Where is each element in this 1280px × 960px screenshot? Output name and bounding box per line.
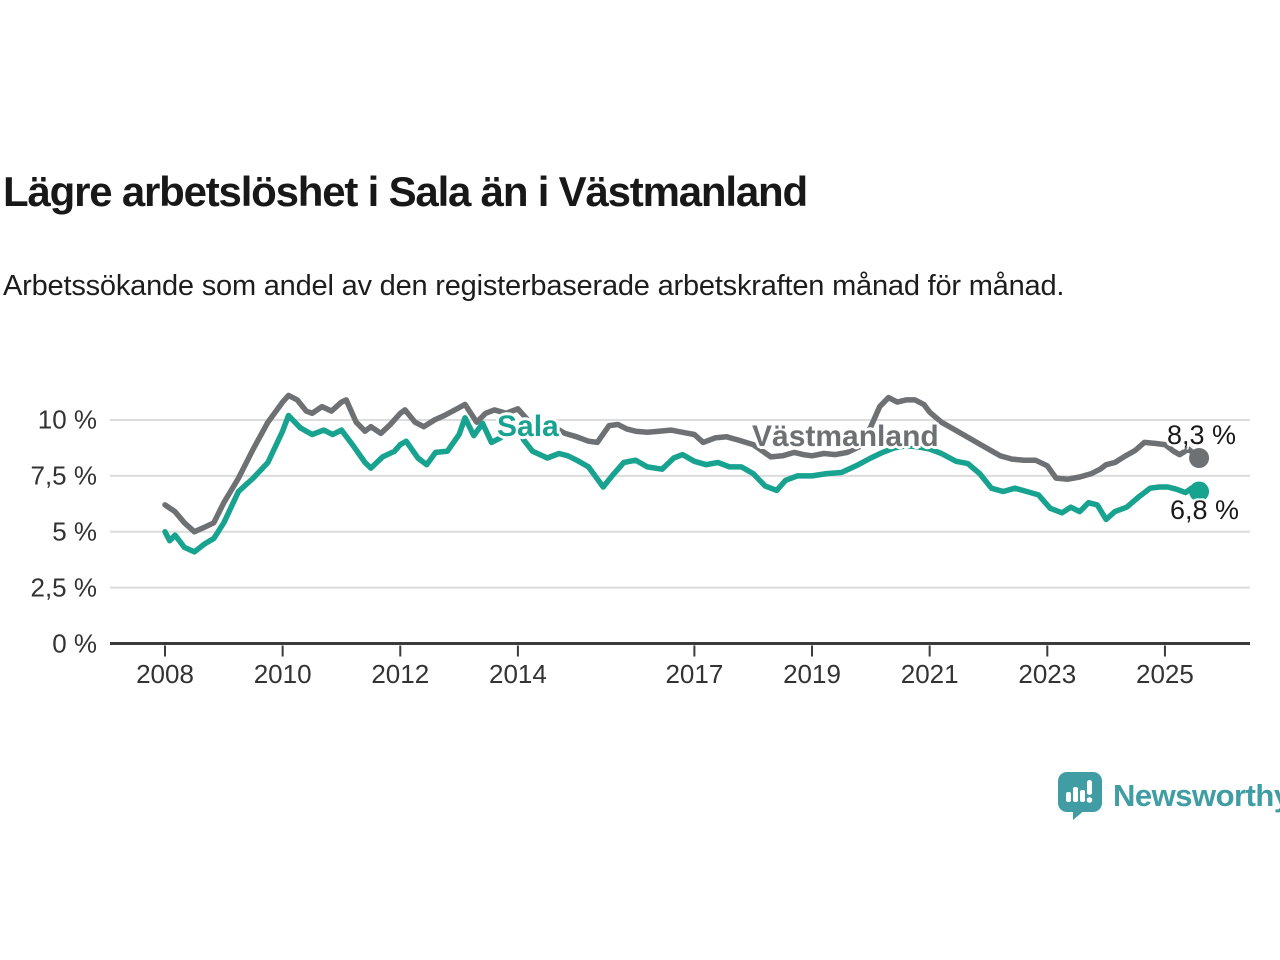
sala-line [162,412,1202,555]
newsworthy-logo: Newsworthy [1057,771,1280,820]
y-tick-label: 5 % [52,516,97,547]
chart-subtitle: Arbetssökande som andel av den registerb… [3,270,1065,302]
end-value-vastmanland: 8,3 % [1167,420,1237,450]
bar-chart-glyph [1066,780,1093,803]
x-tick-label: 2010 [253,659,312,689]
chart-title: Lägre arbetslöshet i Sala än i Västmanla… [3,168,808,216]
vastmanland-end-dot [1189,447,1210,468]
y-tick-label: 10 % [37,404,97,435]
end-value-sala: 6,8 % [1170,495,1240,525]
y-tick-label: 2,5 % [30,572,98,603]
series-label-vastmanland: Västmanland [752,420,939,453]
x-tick-label: 2019 [783,659,841,689]
x-tick-label: 2008 [136,659,194,689]
y-tick-label: 7,5 % [30,460,98,491]
x-tick-label: 2012 [371,659,430,689]
series-label-sala: Sala [497,410,559,443]
newsworthy-bubble-icon [1058,772,1102,820]
y-tick-label: 0 % [52,628,97,658]
x-tick-label: 2014 [488,659,547,689]
x-tick-label: 2021 [900,659,959,689]
vastmanland-line [162,392,1202,535]
x-tick-label: 2023 [1018,659,1077,689]
newsworthy-wordmark: Newsworthy [1113,777,1280,813]
x-tick-label: 2017 [665,659,724,689]
sala-end-dot [1189,481,1210,502]
x-tick-label: 2025 [1136,659,1194,689]
